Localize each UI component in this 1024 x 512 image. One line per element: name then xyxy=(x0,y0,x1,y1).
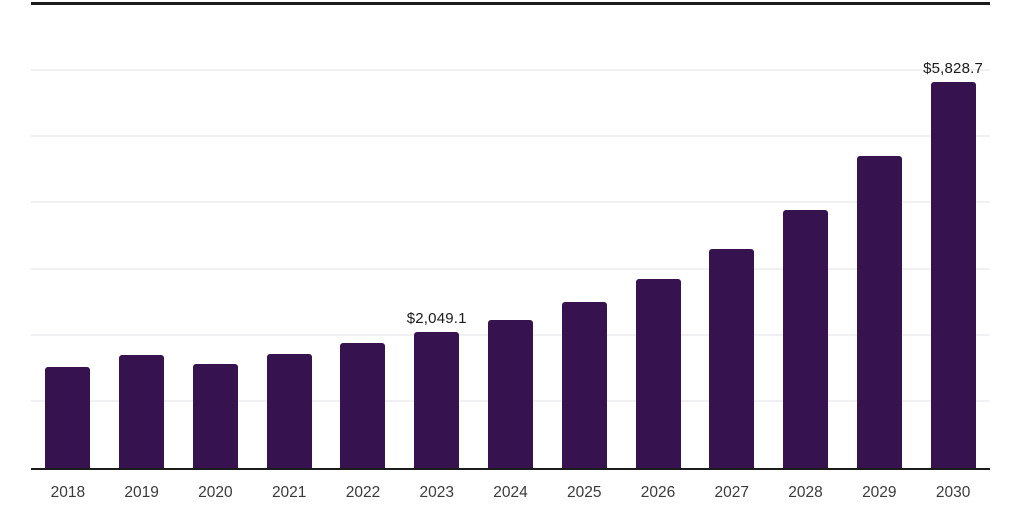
x-axis-label-2023: 2023 xyxy=(419,484,454,501)
bar-2029 xyxy=(856,156,902,468)
bar-slot: $2,049.1 xyxy=(400,5,474,468)
x-axis-label-2024: 2024 xyxy=(493,484,528,501)
bar-slot xyxy=(769,5,843,468)
bar-slot xyxy=(474,5,548,468)
x-axis-label-2021: 2021 xyxy=(271,484,307,501)
bar-slot xyxy=(179,5,253,468)
bar-2019 xyxy=(119,354,165,468)
bar-slot xyxy=(31,5,105,468)
bar-slot xyxy=(621,5,695,468)
bar-slot xyxy=(252,5,326,468)
x-axis-label-2028: 2028 xyxy=(788,484,823,501)
x-axis: 2018 2019 2020 2021 2022 2023 2024 2025 2026 2027… xyxy=(31,484,990,502)
bar-2021 xyxy=(266,354,312,468)
gridline xyxy=(31,201,990,204)
x-axis-label-2020: 2020 xyxy=(198,484,233,501)
gridline xyxy=(31,135,990,138)
bar-2025 xyxy=(561,302,607,468)
bar-2024 xyxy=(487,319,533,468)
bar-2028 xyxy=(783,209,829,468)
x-axis-label-2022: 2022 xyxy=(345,484,381,501)
bar-2022 xyxy=(340,343,386,468)
bar-slot xyxy=(326,5,400,468)
x-axis-label-2026: 2026 xyxy=(640,484,676,501)
x-axis-label-2025: 2025 xyxy=(567,484,602,501)
bar-slot: $5,828.7 xyxy=(916,5,990,468)
bar-2026 xyxy=(635,279,681,468)
bar-2018 xyxy=(45,366,91,468)
bar-value-label-2023: $2,049.1 xyxy=(406,310,467,328)
x-axis-label-2018: 2018 xyxy=(50,484,86,501)
bar-2027 xyxy=(709,248,755,468)
bar-2020 xyxy=(192,363,238,468)
bar-slot xyxy=(695,5,769,468)
gridline xyxy=(31,267,990,270)
bar-slot xyxy=(842,5,916,468)
bar-value-label-2030: $5,828.7 xyxy=(923,60,984,78)
x-axis-label-2027: 2027 xyxy=(714,484,750,501)
bar-slot xyxy=(547,5,621,468)
gridline xyxy=(31,69,990,72)
bars-container: $2,049.1 $5,828.7 xyxy=(31,5,990,468)
x-axis-label-2030: 2030 xyxy=(935,484,971,501)
x-axis-label-2029: 2029 xyxy=(862,484,897,501)
bar-2030: $5,828.7 xyxy=(923,60,983,468)
bar-2023: $2,049.1 xyxy=(407,310,467,468)
plot-area: $2,049.1 $5,828.7 xyxy=(31,2,990,470)
bar-slot xyxy=(105,5,179,468)
x-axis-label-2019: 2019 xyxy=(124,484,159,501)
